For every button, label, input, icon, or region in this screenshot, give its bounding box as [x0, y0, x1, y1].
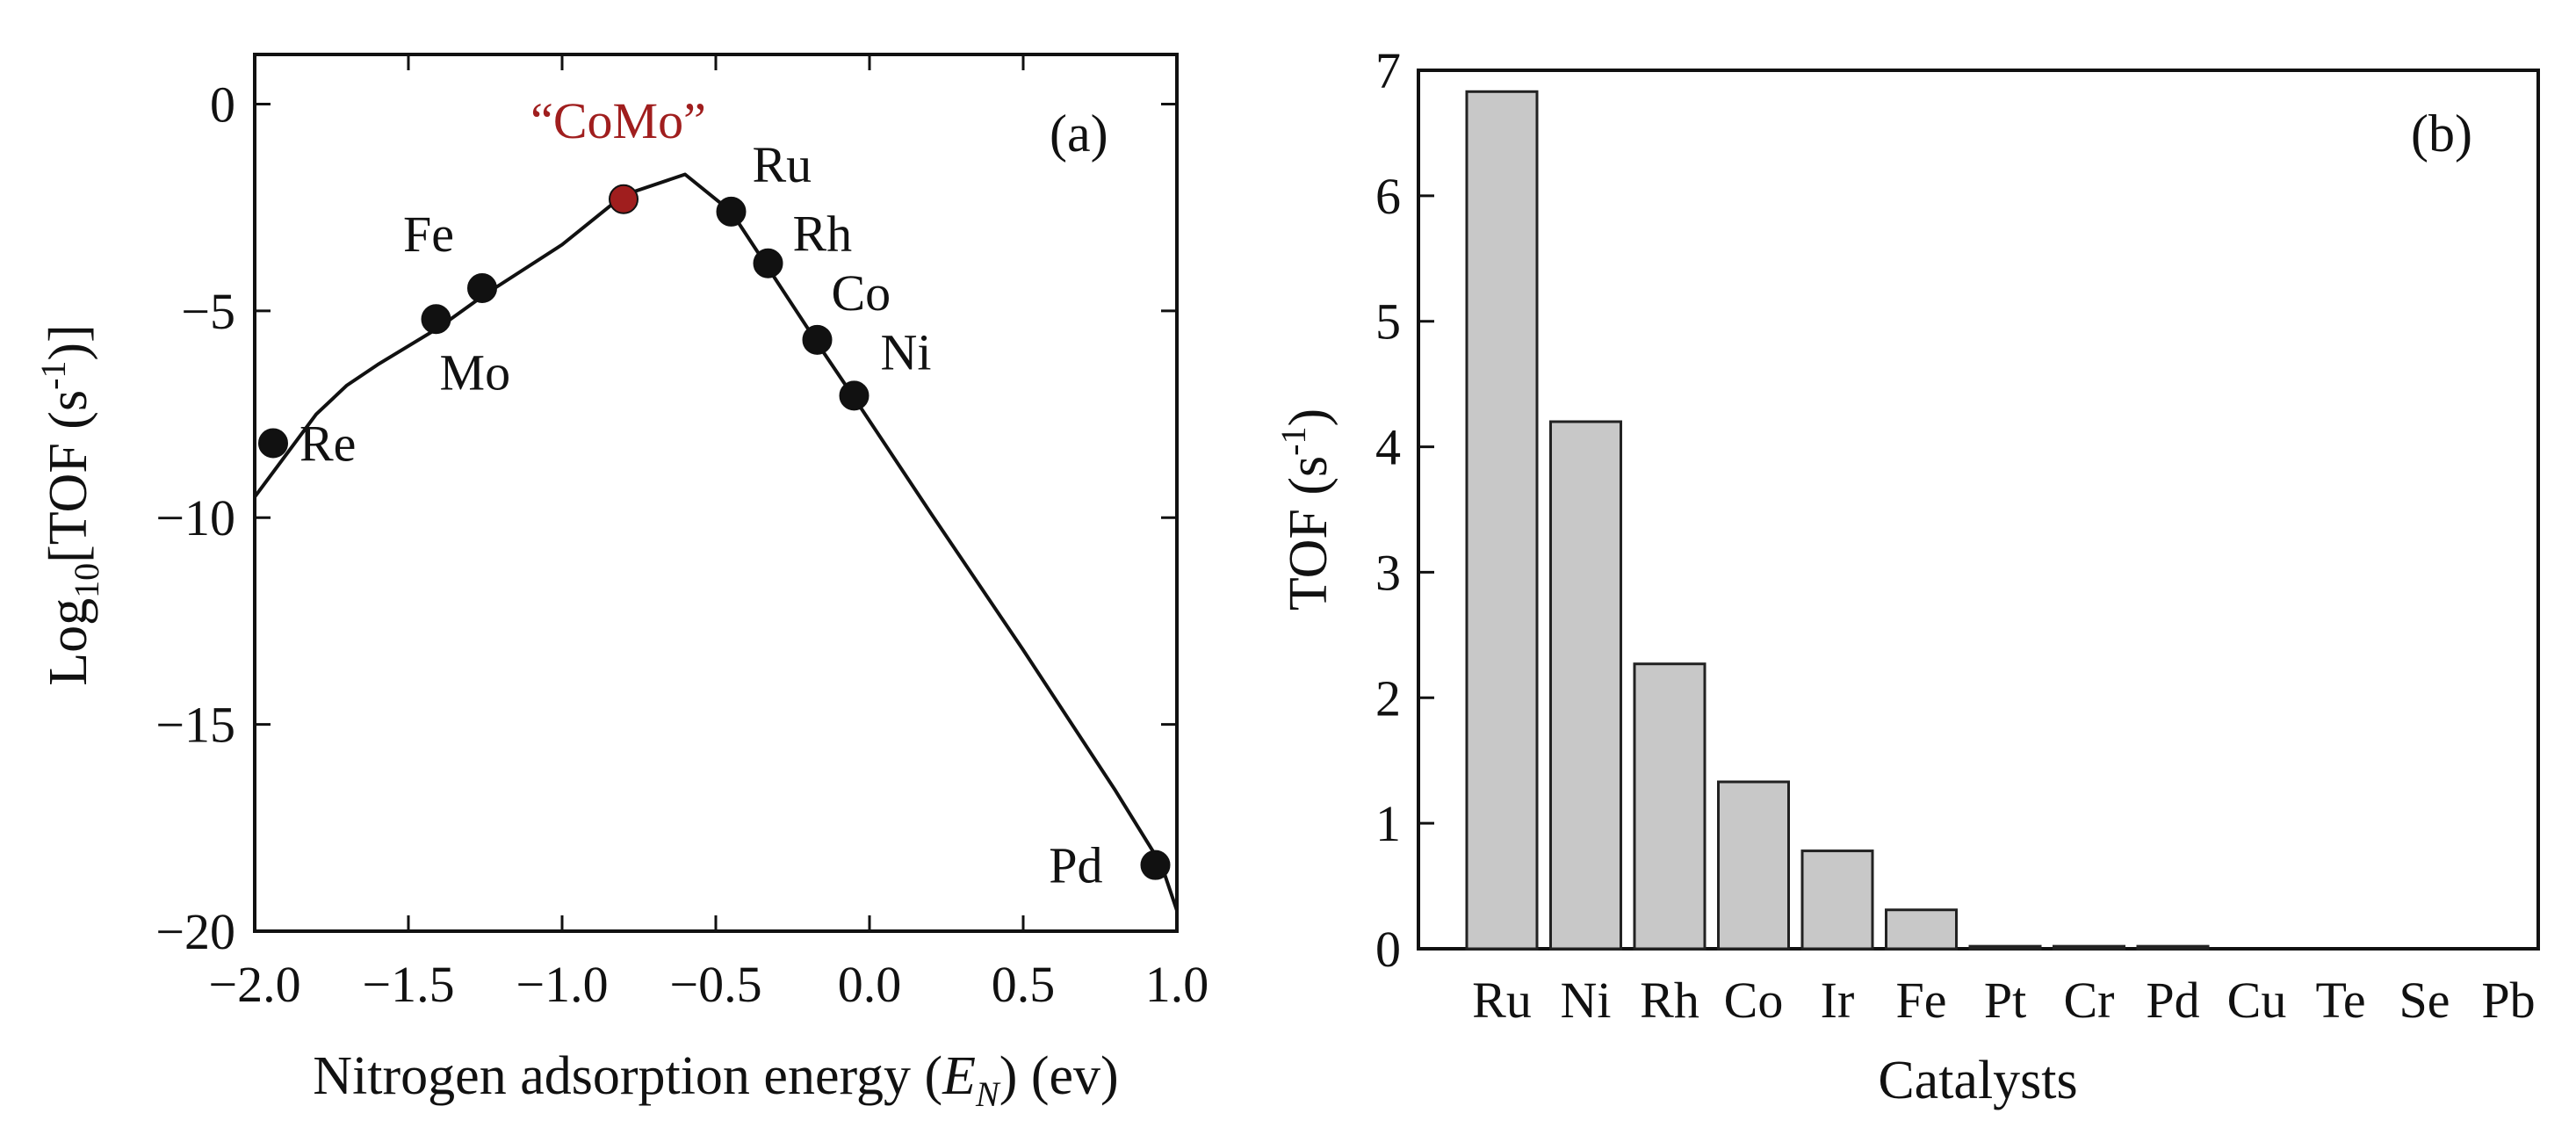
panel-b-y-tick-label: 4	[1375, 419, 1401, 476]
panel-a-y-tick-label: 0	[210, 76, 235, 133]
panel-a-y-tick-label: −20	[155, 903, 235, 960]
bar-ru	[1465, 90, 1539, 951]
panel-a-x-tick-label: 0.5	[992, 956, 1056, 1013]
panel-a-x-tick-label: −0.5	[669, 956, 761, 1013]
point-label-re: Re	[299, 416, 356, 473]
panel-b-y-tick-label: 0	[1375, 921, 1401, 978]
panel-b-category-labels: Ru Ni Rh Co Ir Fe Pt Cr Pd Cu Te Se Pb	[1472, 972, 2535, 1029]
bar-ir	[1800, 849, 1874, 951]
panel-a-y-tick-label: −15	[155, 697, 235, 754]
point-label-co: Co	[832, 264, 891, 322]
panel-b-bars	[1465, 90, 2210, 951]
panel-b-y-ticks: 0 1 2 3 4 5 6 7	[1375, 42, 1434, 978]
point-label-mo: Mo	[440, 343, 511, 401]
bar-pt	[1968, 944, 2042, 951]
category-label-te: Te	[2315, 972, 2365, 1029]
panel-b-label: (b)	[2411, 105, 2472, 163]
point-label-fe: Fe	[403, 206, 454, 263]
panel-b-y-tick-label: 1	[1375, 795, 1401, 852]
panel-a-x-tick-label: 0.0	[838, 956, 902, 1013]
point-label-pd: Pd	[1049, 837, 1102, 894]
bar-co	[1717, 780, 1790, 951]
panel-a-y-axis-label: Log10[TOF (s-1)]	[33, 324, 106, 685]
panel-b-y-tick-label: 3	[1375, 544, 1401, 601]
panel-a-y-ticks: 0 −5 −10 −15 −20	[155, 76, 1177, 960]
point-co	[802, 324, 833, 355]
bar-pd	[2136, 944, 2210, 951]
point-mo	[421, 304, 451, 335]
panel-a-line-chart: −2.0 −1.5 −1.0 −0.5 0.0 0.5 1.0 0 −5 −10 −15 −20 R…	[33, 53, 1209, 1114]
point-label-rh: Rh	[793, 206, 853, 263]
panel-a-x-tick-label: −2.0	[208, 956, 300, 1013]
panel-a-x-tick-label: −1.5	[362, 956, 454, 1013]
panel-a-x-tick-label: −1.0	[516, 956, 608, 1013]
category-label-se: Se	[2399, 972, 2450, 1029]
panel-a-y-tick-label: −10	[155, 489, 235, 546]
category-label-cu: Cu	[2227, 972, 2287, 1029]
category-label-rh: Rh	[1640, 972, 1699, 1029]
panel-a-tof-curve	[253, 172, 1179, 912]
panel-a-y-tick-label: −5	[181, 283, 235, 340]
point-label-como: “CoMo”	[530, 92, 706, 149]
point-pd	[1140, 849, 1171, 880]
panel-a-x-ticks: −2.0 −1.5 −1.0 −0.5 0.0 0.5 1.0	[208, 54, 1209, 1013]
category-label-ru: Ru	[1472, 972, 1532, 1029]
panel-b-y-axis-label: TOF (s-1)	[1274, 408, 1339, 611]
category-label-ir: Ir	[1821, 972, 1855, 1029]
panel-a-x-axis-label: Nitrogen adsorption energy (EN) (ev)	[313, 1046, 1118, 1114]
panel-b-y-tick-label: 6	[1375, 168, 1401, 225]
point-ni	[839, 380, 869, 411]
category-label-cr: Cr	[2064, 972, 2115, 1029]
point-fe	[467, 272, 497, 303]
category-label-fe: Fe	[1896, 972, 1947, 1029]
category-label-pd: Pd	[2146, 972, 2199, 1029]
bar-rh	[1633, 662, 1707, 951]
panel-b-x-axis-label: Catalysts	[1878, 1051, 2077, 1110]
point-label-ni: Ni	[881, 323, 932, 380]
point-re	[258, 428, 288, 459]
panel-a-plot-frame	[253, 53, 1179, 933]
category-label-co: Co	[1724, 972, 1784, 1029]
category-label-pb: Pb	[2481, 972, 2535, 1029]
bar-ni	[1549, 420, 1622, 951]
panel-b-y-tick-label: 7	[1375, 42, 1401, 99]
panel-a-x-tick-label: 1.0	[1145, 956, 1209, 1013]
point-label-ru: Ru	[753, 136, 812, 193]
category-label-pt: Pt	[1984, 972, 2026, 1029]
point-como	[609, 184, 639, 214]
point-ru	[716, 196, 747, 227]
bar-fe	[1885, 908, 1958, 951]
panel-b-y-tick-label: 5	[1375, 293, 1401, 351]
point-rh	[753, 248, 783, 278]
category-label-ni: Ni	[1561, 972, 1612, 1029]
panel-b-y-tick-label: 2	[1375, 669, 1401, 727]
bar-cr	[2053, 944, 2125, 951]
panel-a-label: (a)	[1050, 105, 1108, 163]
